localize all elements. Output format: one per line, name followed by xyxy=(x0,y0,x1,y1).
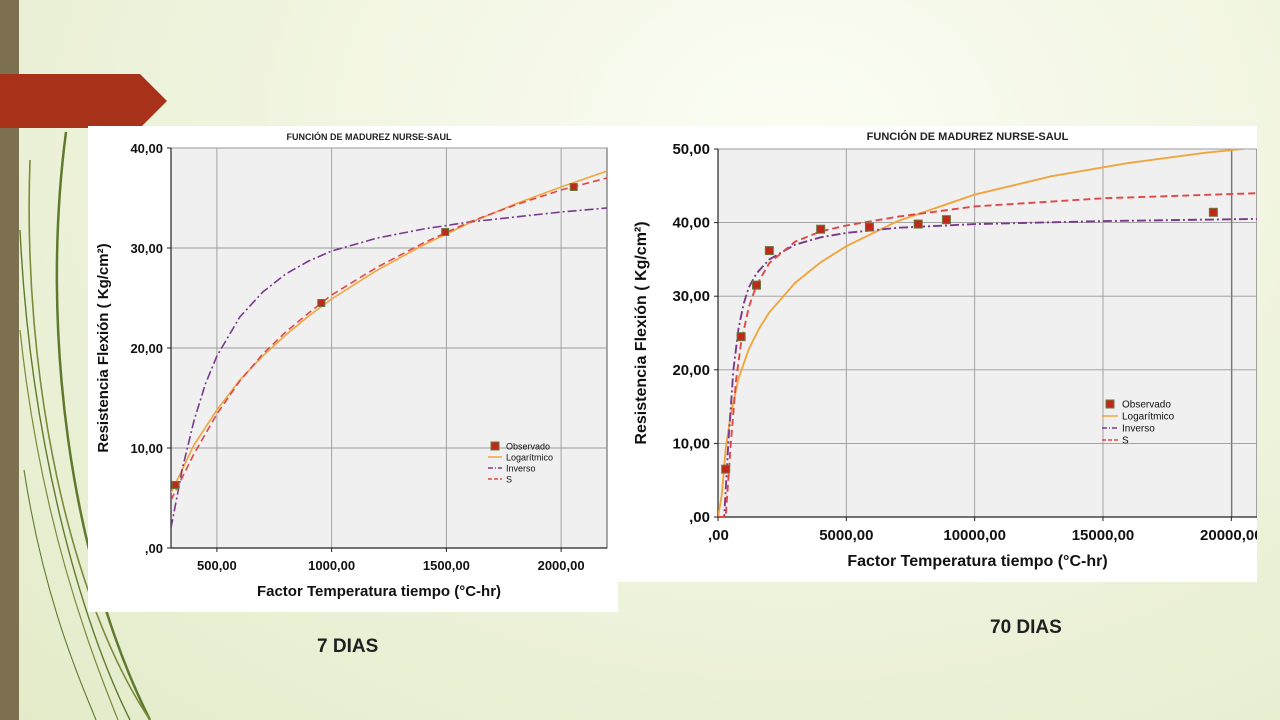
legend-label: S xyxy=(1122,436,1129,447)
x-tick-label: 2000,00 xyxy=(538,558,585,573)
data-point-observado xyxy=(764,246,774,256)
y-tick-label: 40,00 xyxy=(672,215,710,232)
plot-area xyxy=(717,148,1257,518)
chart-7-dias: FUNCIÓN DE MADUREZ NURSE-SAUL ,00 10,00 20,… xyxy=(95,131,608,600)
y-tick-label: ,00 xyxy=(689,509,710,526)
y-tick-label: 20,00 xyxy=(130,341,163,356)
y-tick-label: 10,00 xyxy=(130,441,163,456)
series-line-s xyxy=(718,192,1257,517)
x-tick-label: 1000,00 xyxy=(308,558,355,573)
y-tick-label: ,00 xyxy=(145,541,163,556)
chart-panel-70-dias: FUNCIÓN DE MADUREZ NURSE-SAUL ,00 10,00 20,… xyxy=(618,126,1257,582)
legend-label: Inverso xyxy=(506,464,536,474)
series-line-s xyxy=(171,177,607,501)
x-tick-label: 1500,00 xyxy=(423,558,470,573)
y-tick-label: 20,00 xyxy=(672,362,710,379)
chart-title: FUNCIÓN DE MADUREZ NURSE-SAUL xyxy=(867,130,1069,143)
chart-title: FUNCIÓN DE MADUREZ NURSE-SAUL xyxy=(287,131,452,142)
data-point-observado xyxy=(569,183,578,191)
y-axis-label: Resistencia Flexión ( Kg/cm²) xyxy=(95,243,112,452)
data-point-observado xyxy=(721,464,731,474)
title-ribbon xyxy=(0,74,167,128)
x-axis-label: Factor Temperatura tiempo (°C-hr) xyxy=(847,553,1107,570)
x-tick-label: ,00 xyxy=(708,527,729,544)
legend-swatch-observado xyxy=(490,441,500,451)
data-point-observado xyxy=(736,332,746,342)
data-point-observado xyxy=(752,280,761,290)
legend-label: Logarítmico xyxy=(506,453,553,463)
x-tick-label: 10000,00 xyxy=(943,527,1006,544)
legend-label: S xyxy=(506,475,512,485)
data-point-observado xyxy=(941,215,951,225)
decorative-sidebar xyxy=(0,0,19,720)
x-tick-label: 500,00 xyxy=(197,558,237,573)
data-point-observado xyxy=(864,222,874,232)
swoosh-line xyxy=(23,469,97,720)
data-point-observado xyxy=(441,228,450,236)
y-tick-label: 30,00 xyxy=(130,241,163,256)
x-axis-label: Factor Temperatura tiempo (°C-hr) xyxy=(257,583,501,600)
legend-label: Inverso xyxy=(1122,424,1155,435)
data-point-observado xyxy=(816,224,826,234)
data-point-observado xyxy=(317,299,326,307)
legend-label: Logarítmico xyxy=(1122,412,1175,423)
caption-7-dias: 7 DIAS xyxy=(317,636,379,657)
chart-panel-7-dias: FUNCIÓN DE MADUREZ NURSE-SAUL ,00 10,00 20,… xyxy=(88,126,618,612)
data-point-observado xyxy=(171,481,180,489)
x-tick-label: 5000,00 xyxy=(819,527,873,544)
y-tick-label: 10,00 xyxy=(672,435,710,452)
x-tick-label: 20000,00 xyxy=(1200,527,1257,544)
y-tick-label: 30,00 xyxy=(672,288,710,305)
y-tick-label: 40,00 xyxy=(130,141,163,156)
y-axis-label: Resistencia Flexión ( Kg/cm²) xyxy=(633,221,650,444)
series-line-inverso xyxy=(718,217,1257,517)
caption-70-dias: 70 DIAS xyxy=(990,617,1062,638)
x-tick-label: 15000,00 xyxy=(1072,527,1135,544)
legend-label: Observado xyxy=(506,442,550,452)
ribbon-shape xyxy=(0,74,167,128)
series-line-logartmico xyxy=(171,170,607,494)
legend-swatch-observado xyxy=(1105,399,1115,409)
data-point-observado xyxy=(913,219,923,229)
legend-label: Observado xyxy=(1122,400,1171,411)
y-tick-label: 50,00 xyxy=(672,141,710,158)
data-point-observado xyxy=(1208,207,1218,217)
chart-70-dias: FUNCIÓN DE MADUREZ NURSE-SAUL ,00 10,00 20,… xyxy=(633,130,1257,570)
